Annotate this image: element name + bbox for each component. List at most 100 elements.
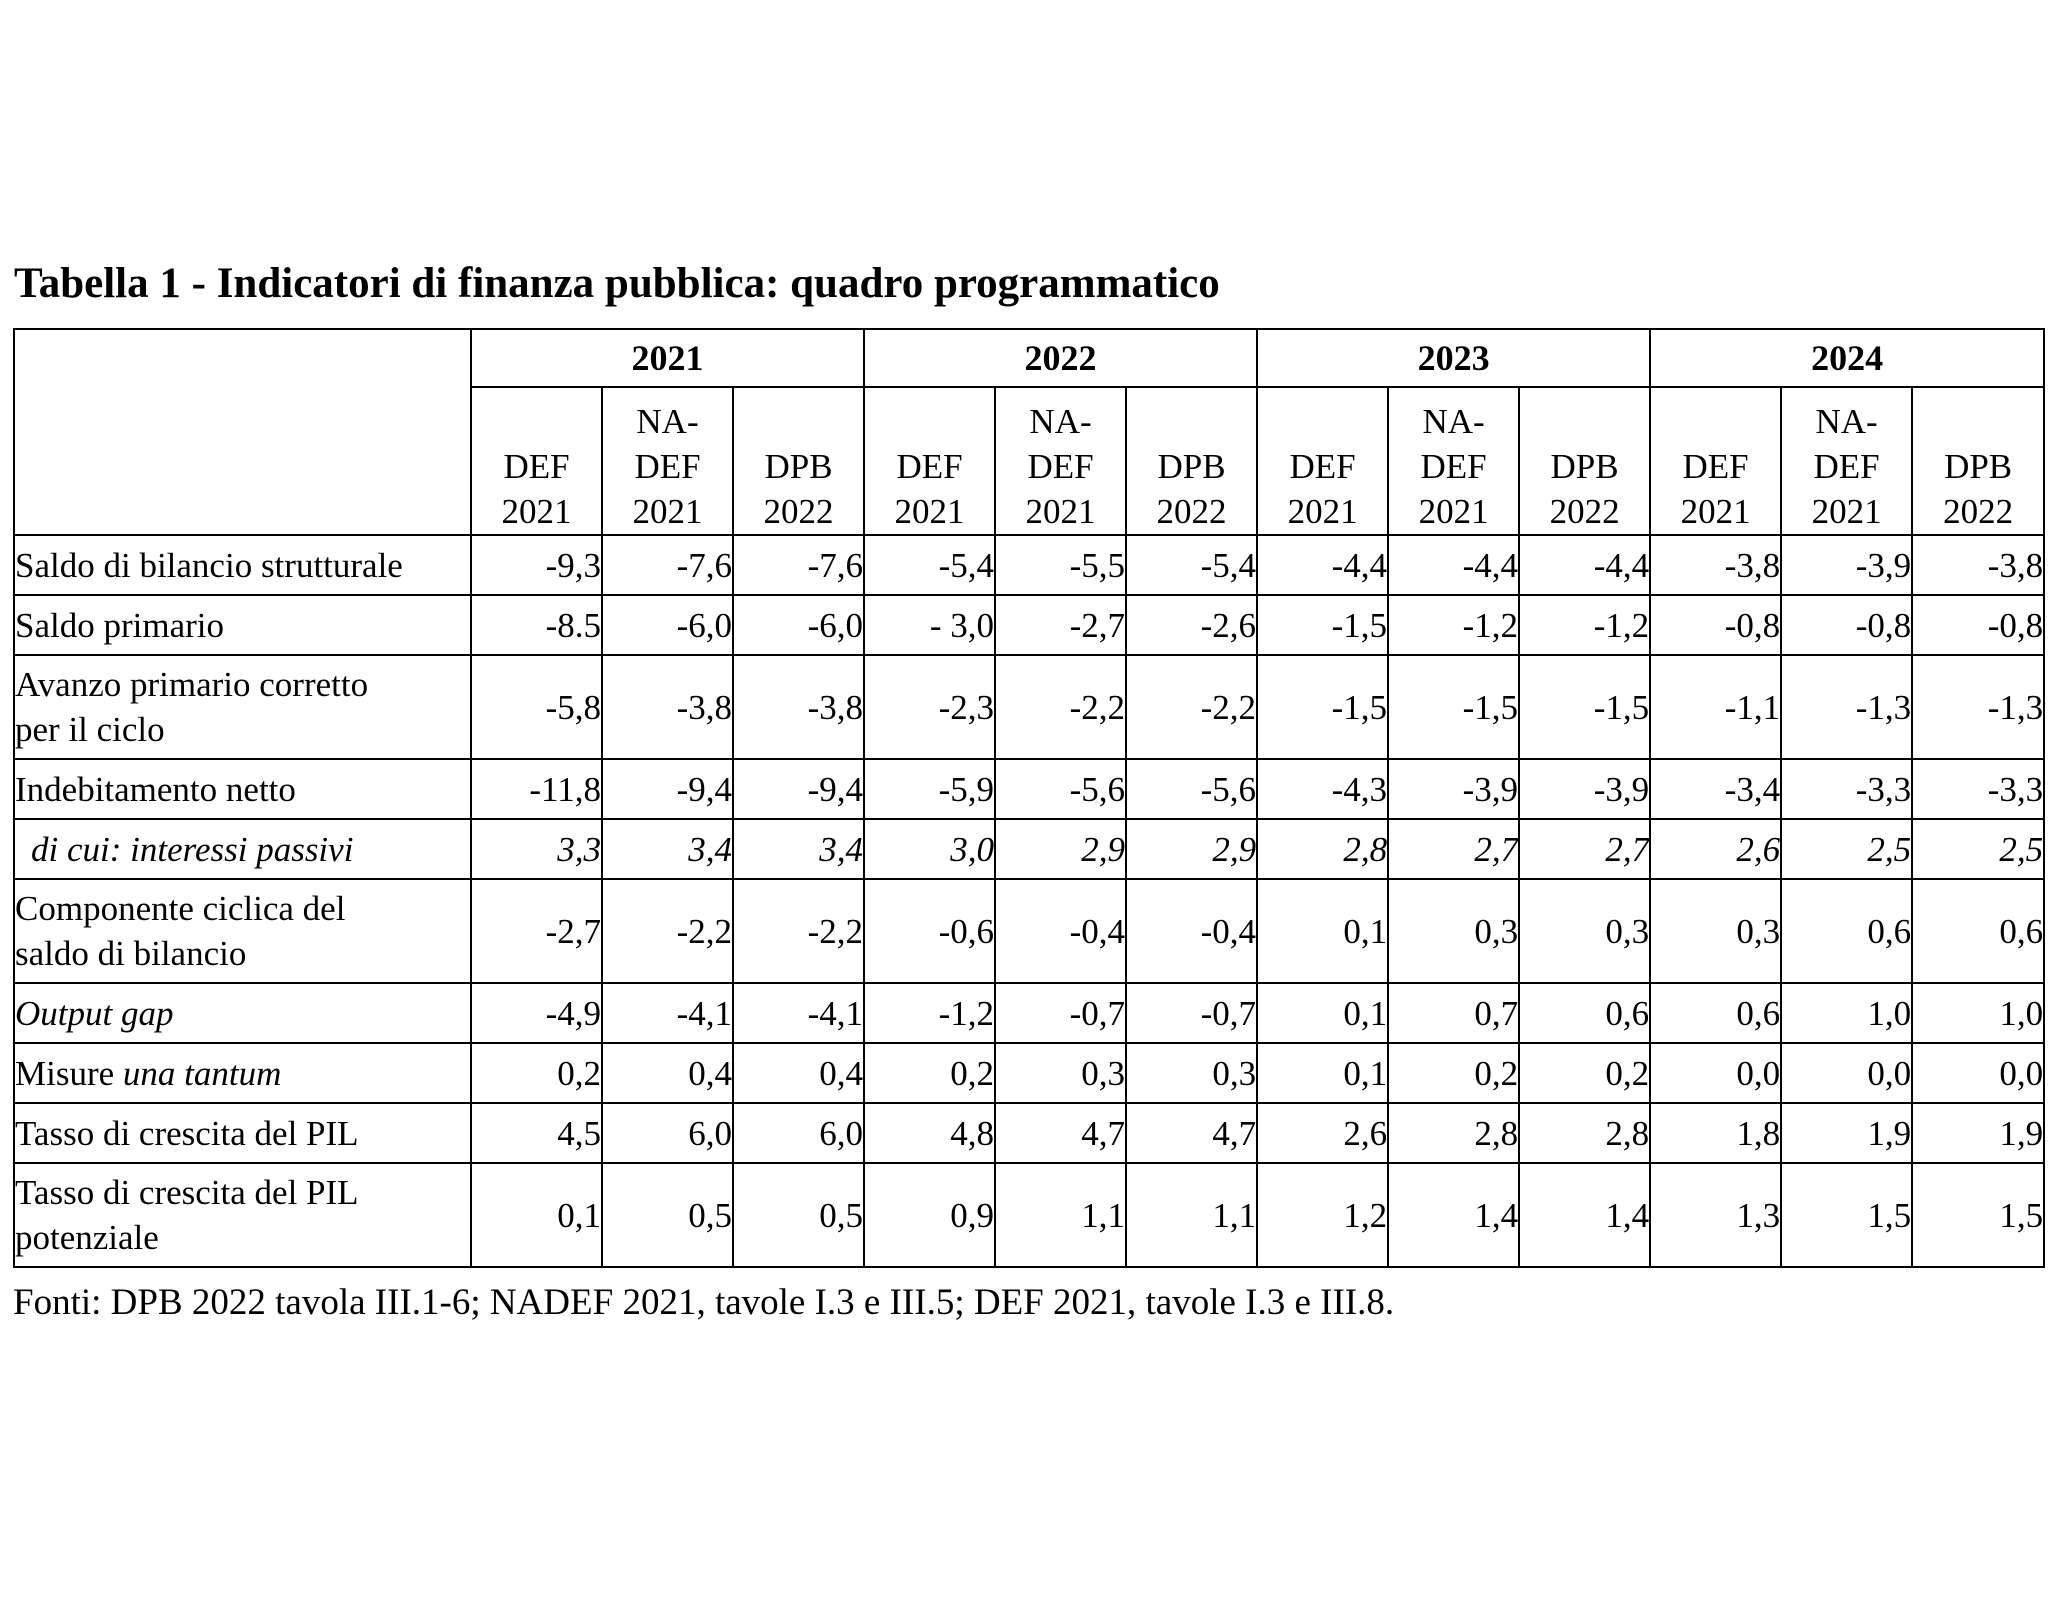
- value-cell: 2,5: [1911, 818, 2046, 880]
- value-cell: 4,8: [863, 1102, 997, 1164]
- value-cell: 3,3: [470, 818, 603, 880]
- table-row: di cui: interessi passivi 3,3 3,4 3,4 3,0 2,…: [13, 818, 2046, 880]
- value-cell: -4,4: [1256, 534, 1390, 596]
- table-row: Misure una tantum 0,2 0,4 0,4 0,2 0,3 0,3 0,1 0…: [13, 1042, 2046, 1104]
- value-cell: -1,3: [1780, 654, 1914, 760]
- value-cell: 0,2: [863, 1042, 997, 1104]
- value-cell: - 3,0: [863, 594, 997, 656]
- table-row: Avanzo primario corretto per il ciclo -5,…: [13, 654, 2046, 760]
- value-cell: 6,0: [601, 1102, 734, 1164]
- year-header-row: 2021 2022 2023 2024: [13, 328, 2046, 536]
- value-cell: -0,8: [1911, 594, 2046, 656]
- value-cell: 2,5: [1780, 818, 1914, 880]
- value-cell: -3,4: [1649, 758, 1783, 820]
- value-cell: -5,4: [1125, 534, 1259, 596]
- value-cell: 6,0: [731, 1102, 866, 1164]
- value-cell: 0,6: [1780, 878, 1914, 984]
- value-cell: -5,9: [863, 758, 997, 820]
- value-cell: -4,4: [1518, 534, 1652, 596]
- value-cell: -1,5: [1256, 594, 1390, 656]
- table-row: Saldo primario -8.5 -6,0 -6,0- 3,0 -2,7 -2,6…: [13, 594, 2046, 656]
- value-cell: 0,6: [1649, 982, 1783, 1044]
- value-cell: -9,3: [470, 534, 603, 596]
- value-cell: 1,0: [1911, 982, 2046, 1044]
- value-cell: 4,7: [1125, 1102, 1259, 1164]
- value-cell: -0,7: [994, 982, 1128, 1044]
- corner-cell: [13, 328, 472, 536]
- value-cell: 1,8: [1649, 1102, 1783, 1164]
- year-header: 2023: [1256, 328, 1652, 388]
- source-header: DPB 2022: [731, 386, 866, 536]
- source-header: DEF 2021: [1649, 386, 1783, 536]
- value-cell: -3,9: [1518, 758, 1652, 820]
- value-cell: -5,4: [863, 534, 997, 596]
- value-cell: -0,8: [1649, 594, 1783, 656]
- value-cell: 0,3: [994, 1042, 1128, 1104]
- value-cell: 0,4: [731, 1042, 866, 1104]
- source-header: NA- DEF 2021: [1780, 386, 1914, 536]
- value-cell: -4,9: [470, 982, 603, 1044]
- value-cell: 0,1: [1256, 878, 1390, 984]
- row-label: Componente ciclica del saldo di bilancio: [13, 878, 472, 984]
- value-cell: 4,5: [470, 1102, 603, 1164]
- value-cell: 1,5: [1780, 1162, 1914, 1268]
- value-cell: -9,4: [731, 758, 866, 820]
- value-cell: 0,0: [1649, 1042, 1783, 1104]
- value-cell: -2,6: [1125, 594, 1259, 656]
- year-header: 2021: [469, 328, 866, 388]
- value-cell: 0,4: [601, 1042, 734, 1104]
- table-row: Tasso di crescita del PIL 4,5 6,0 6,0 4,8 4,…: [13, 1102, 2046, 1164]
- value-cell: -6,0: [601, 594, 734, 656]
- value-cell: 3,4: [601, 818, 734, 880]
- value-cell: -5,6: [994, 758, 1128, 820]
- value-cell: -2,2: [601, 878, 734, 984]
- value-cell: -8.5: [470, 594, 603, 656]
- value-cell: -9,4: [601, 758, 734, 820]
- table-title: Tabella 1 - Indicatori di finanza pubbli…: [14, 260, 1220, 307]
- value-cell: -6,0: [731, 594, 866, 656]
- source-header-row: DEF 2021 NA- DEF 2021 DPB 2022 DEF 2021 NA- DE…: [14, 386, 2046, 536]
- value-cell: 0,5: [731, 1162, 866, 1268]
- table-row: Output gap -4,9 -4,1 -4,1 -1,2 -0,7 -0,7 0,1 0,…: [13, 982, 2046, 1044]
- value-cell: 0,1: [470, 1162, 603, 1268]
- row-label: Misure una tantum: [13, 1042, 472, 1104]
- value-cell: 1,3: [1649, 1162, 1783, 1268]
- value-cell: 0,9: [863, 1162, 997, 1268]
- value-cell: 0,3: [1649, 878, 1783, 984]
- table-row: Saldo di bilancio strutturale -9,3 -7,6 -7…: [13, 534, 2046, 596]
- value-cell: -7,6: [601, 534, 734, 596]
- value-cell: 1,4: [1387, 1162, 1521, 1268]
- value-cell: -0,8: [1780, 594, 1914, 656]
- table-row: Componente ciclica del saldo di bilancio …: [13, 878, 2046, 984]
- value-cell: 0,1: [1256, 982, 1390, 1044]
- source-header: NA- DEF 2021: [601, 386, 734, 536]
- value-cell: -4,3: [1256, 758, 1390, 820]
- value-cell: -0,7: [1125, 982, 1259, 1044]
- value-cell: -3,9: [1387, 758, 1521, 820]
- row-label: Tasso di crescita del PIL potenziale: [13, 1162, 472, 1268]
- source-header: DEF 2021: [863, 386, 997, 536]
- value-cell: 2,7: [1518, 818, 1652, 880]
- source-header: DPB 2022: [1125, 386, 1259, 536]
- source-header: DEF 2021: [1256, 386, 1390, 536]
- value-cell: -4,4: [1387, 534, 1521, 596]
- value-cell: 0,2: [470, 1042, 603, 1104]
- value-cell: -1,5: [1256, 654, 1390, 760]
- value-cell: 1,9: [1780, 1102, 1914, 1164]
- value-cell: -2,7: [470, 878, 603, 984]
- value-cell: -11,8: [470, 758, 603, 820]
- value-cell: -2,2: [731, 878, 866, 984]
- value-cell: 2,9: [1125, 818, 1259, 880]
- source-header: NA- DEF 2021: [994, 386, 1128, 536]
- value-cell: -4,1: [601, 982, 734, 1044]
- value-cell: -2,3: [863, 654, 997, 760]
- row-label: Saldo primario: [13, 594, 472, 656]
- source-header: DPB 2022: [1518, 386, 1652, 536]
- value-cell: 1,4: [1518, 1162, 1652, 1268]
- value-cell: -3,9: [1780, 534, 1914, 596]
- row-label: Tasso di crescita del PIL: [13, 1102, 472, 1164]
- value-cell: -1,3: [1911, 654, 2046, 760]
- value-cell: 1,2: [1256, 1162, 1390, 1268]
- value-cell: 1,1: [994, 1162, 1128, 1268]
- value-cell: -7,6: [731, 534, 866, 596]
